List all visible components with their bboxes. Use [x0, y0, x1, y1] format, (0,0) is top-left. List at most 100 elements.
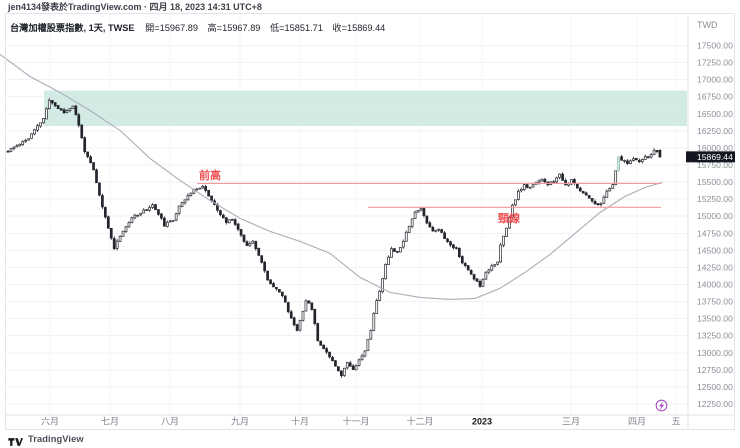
candle-body — [617, 156, 621, 171]
candle-body — [649, 154, 653, 158]
price-tick-label: 13500.00 — [697, 314, 733, 324]
price-tick-label: 16000.00 — [697, 143, 733, 153]
candle-body — [428, 222, 432, 228]
candle-body — [522, 184, 526, 190]
candle-body — [74, 105, 78, 116]
price-tick-label: 15500.00 — [697, 177, 733, 187]
candle-body — [18, 143, 22, 147]
month-label: 三月 — [562, 417, 580, 427]
month-label: 五 — [671, 417, 680, 427]
candle-body — [21, 141, 25, 145]
price-tick-label: 16500.00 — [697, 109, 733, 119]
candle-body — [481, 279, 485, 287]
candle-body — [614, 170, 618, 185]
candle-body — [130, 217, 134, 224]
tradingview-brand-text[interactable]: TradingView — [28, 433, 84, 444]
candle-body — [139, 212, 143, 216]
candle-body — [47, 99, 51, 109]
candle-body — [525, 184, 529, 188]
month-label: 四月 — [628, 417, 646, 427]
chart-widget-border — [5, 13, 735, 430]
candle-body — [319, 340, 323, 346]
candle-body — [127, 222, 131, 228]
candle-body — [446, 238, 449, 243]
candle-body — [484, 271, 488, 280]
candle-body — [210, 195, 213, 201]
candle-body — [6, 150, 10, 153]
price-tick-label: 17500.00 — [697, 41, 733, 51]
candle-body — [109, 227, 113, 239]
price-tick-label: 14750.00 — [697, 228, 733, 238]
candle-body — [611, 184, 615, 189]
candle-body — [460, 256, 464, 264]
candle-body — [44, 108, 48, 120]
candle-body — [295, 324, 299, 331]
candle-body — [387, 256, 390, 265]
candle-body — [593, 200, 597, 205]
price-tick-label: 17000.00 — [697, 75, 733, 85]
candle-body — [634, 157, 638, 161]
resistance-zone[interactable] — [44, 90, 687, 127]
candle-body — [458, 247, 461, 258]
candle-body — [118, 236, 122, 242]
candle-body — [230, 218, 234, 221]
neckline-label[interactable]: 頸線 — [498, 211, 520, 225]
candle-body — [219, 210, 222, 216]
moving-average-line — [0, 54, 663, 300]
candle-body — [578, 187, 582, 192]
candle-body — [322, 344, 325, 350]
candle-body — [393, 248, 396, 252]
candle-body — [328, 351, 331, 358]
candle-body — [121, 230, 125, 237]
candle-body — [301, 310, 305, 321]
candle-body — [56, 105, 60, 110]
candle-body — [257, 247, 261, 256]
price-tick-label: 13000.00 — [697, 348, 733, 358]
candle-body — [508, 216, 511, 229]
candle-body — [15, 145, 19, 148]
candle-body — [581, 191, 585, 194]
candle-body — [416, 210, 420, 213]
candle-body — [443, 232, 446, 239]
candle-body — [222, 214, 225, 219]
candle-body — [384, 264, 387, 280]
candle-body — [115, 240, 119, 249]
candle-body — [620, 156, 623, 161]
price-tick-label: 12750.00 — [697, 365, 733, 375]
candle-body — [160, 213, 163, 219]
candle-body — [431, 226, 435, 232]
candle-body — [239, 229, 243, 236]
candle-body — [575, 183, 579, 189]
candle-body — [340, 370, 343, 377]
price-tick-label: 14250.00 — [697, 262, 733, 272]
month-label: 十二月 — [406, 416, 433, 427]
candle-body — [310, 302, 314, 310]
candle-body — [59, 108, 63, 111]
candle-body — [637, 159, 641, 163]
candle-body — [278, 289, 281, 293]
candle-body — [345, 362, 349, 369]
candle-body — [475, 278, 479, 282]
candle-body — [50, 100, 54, 104]
candle-body — [106, 216, 110, 229]
prior-high-label[interactable]: 前高 — [199, 168, 221, 182]
last-price-tag — [686, 151, 735, 163]
candle-body — [53, 102, 57, 107]
lightning-bolt-icon[interactable] — [659, 400, 665, 411]
candle-body — [463, 263, 467, 266]
candle-body — [528, 186, 532, 189]
candle-body — [62, 109, 66, 114]
candle-body — [275, 287, 278, 290]
candle-body — [286, 302, 290, 313]
candle-body — [180, 202, 184, 207]
legend-low-value: 低=15851.71 — [269, 23, 323, 33]
candle-body — [86, 151, 90, 158]
candle-body — [83, 137, 87, 153]
price-tick-label: 16750.00 — [697, 92, 733, 102]
candle-body — [378, 290, 382, 301]
candle-body — [272, 283, 275, 288]
candle-body — [148, 207, 151, 211]
tradingview-logo-icon[interactable] — [8, 434, 23, 446]
candle-body — [154, 204, 157, 211]
